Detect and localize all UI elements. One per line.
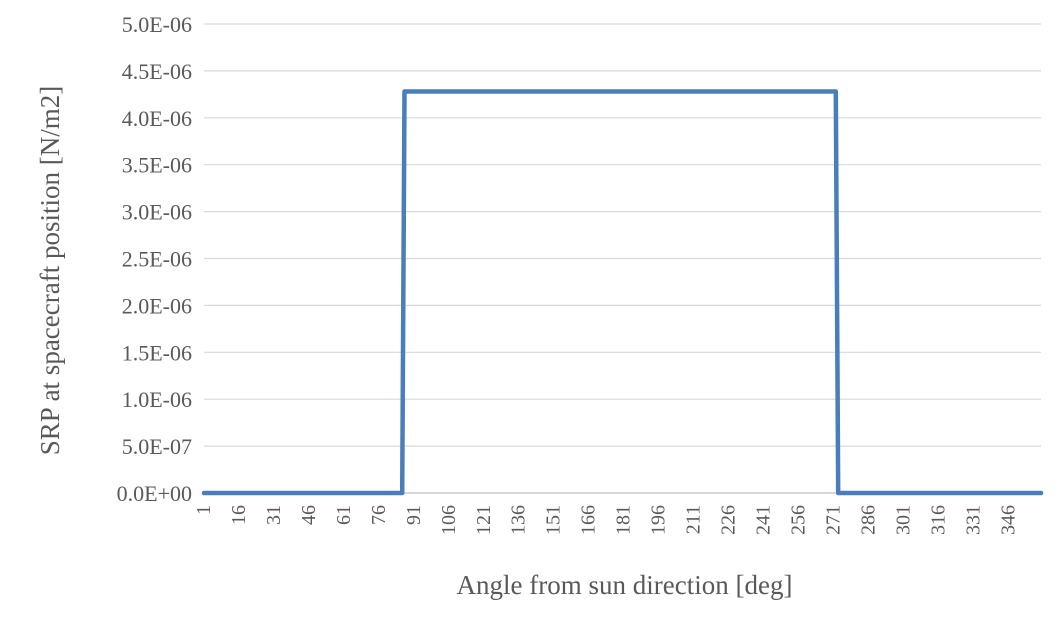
series-layer	[201, 89, 1044, 496]
y-tick-label: 1.0E-06	[122, 387, 192, 412]
x-tick-label: 181	[613, 505, 635, 535]
y-tick-label: 3.0E-06	[122, 200, 192, 225]
y-axis-title: SRP at spacecraft position [N/m2]	[35, 86, 65, 455]
x-tick-label: 316	[927, 505, 949, 535]
x-tick-label: 166	[578, 505, 600, 535]
x-tick-label: 91	[403, 505, 425, 525]
x-tick-label: 331	[962, 505, 984, 535]
y-tick-label: 0.0E+00	[117, 481, 192, 506]
x-tick-label: 271	[822, 505, 844, 535]
x-tick-label: 121	[473, 505, 495, 535]
y-tick-label: 2.0E-06	[122, 293, 192, 318]
x-tick-label: 346	[997, 505, 1019, 535]
y-axis-tick-labels: 0.0E+00 5.0E-07 1.0E-06 1.5E-06 2.0E-06 2.5E-…	[117, 12, 192, 506]
x-tick-label: 1	[193, 505, 215, 515]
x-tick-label: 76	[368, 505, 390, 525]
x-tick-label: 196	[648, 505, 670, 535]
x-tick-label: 211	[683, 505, 705, 534]
y-tick-label: 5.0E-07	[122, 434, 192, 459]
x-tick-label: 61	[333, 505, 355, 525]
x-tick-label: 106	[438, 505, 460, 535]
x-tick-label: 46	[298, 505, 320, 525]
x-tick-label: 286	[857, 505, 879, 535]
y-tick-label: 3.5E-06	[122, 153, 192, 178]
x-tick-label: 241	[753, 505, 775, 535]
y-tick-label: 5.0E-06	[122, 12, 192, 37]
x-axis-tick-labels: 1 16 31 46 61 76 91 106 121 136 151 166 181 196 211 226…	[193, 505, 1019, 535]
x-tick-label: 301	[892, 505, 914, 535]
y-tick-label: 4.0E-06	[122, 106, 192, 131]
y-tick-label: 4.5E-06	[122, 59, 192, 84]
x-tick-label: 16	[228, 505, 250, 525]
x-tick-label: 31	[263, 505, 285, 525]
x-tick-label: 151	[543, 505, 565, 535]
x-tick-label: 136	[508, 505, 530, 535]
x-tick-label: 226	[718, 505, 740, 535]
series-line	[201, 89, 1044, 496]
x-tick-label: 256	[788, 505, 810, 535]
x-axis-title: Angle from sun direction [deg]	[457, 570, 793, 600]
y-tick-label: 1.5E-06	[122, 340, 192, 365]
gridlines	[204, 23, 1041, 447]
y-tick-label: 2.5E-06	[122, 247, 192, 272]
